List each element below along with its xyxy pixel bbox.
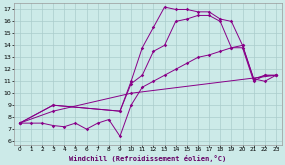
X-axis label: Windchill (Refroidissement éolien,°C): Windchill (Refroidissement éolien,°C) xyxy=(69,155,227,162)
